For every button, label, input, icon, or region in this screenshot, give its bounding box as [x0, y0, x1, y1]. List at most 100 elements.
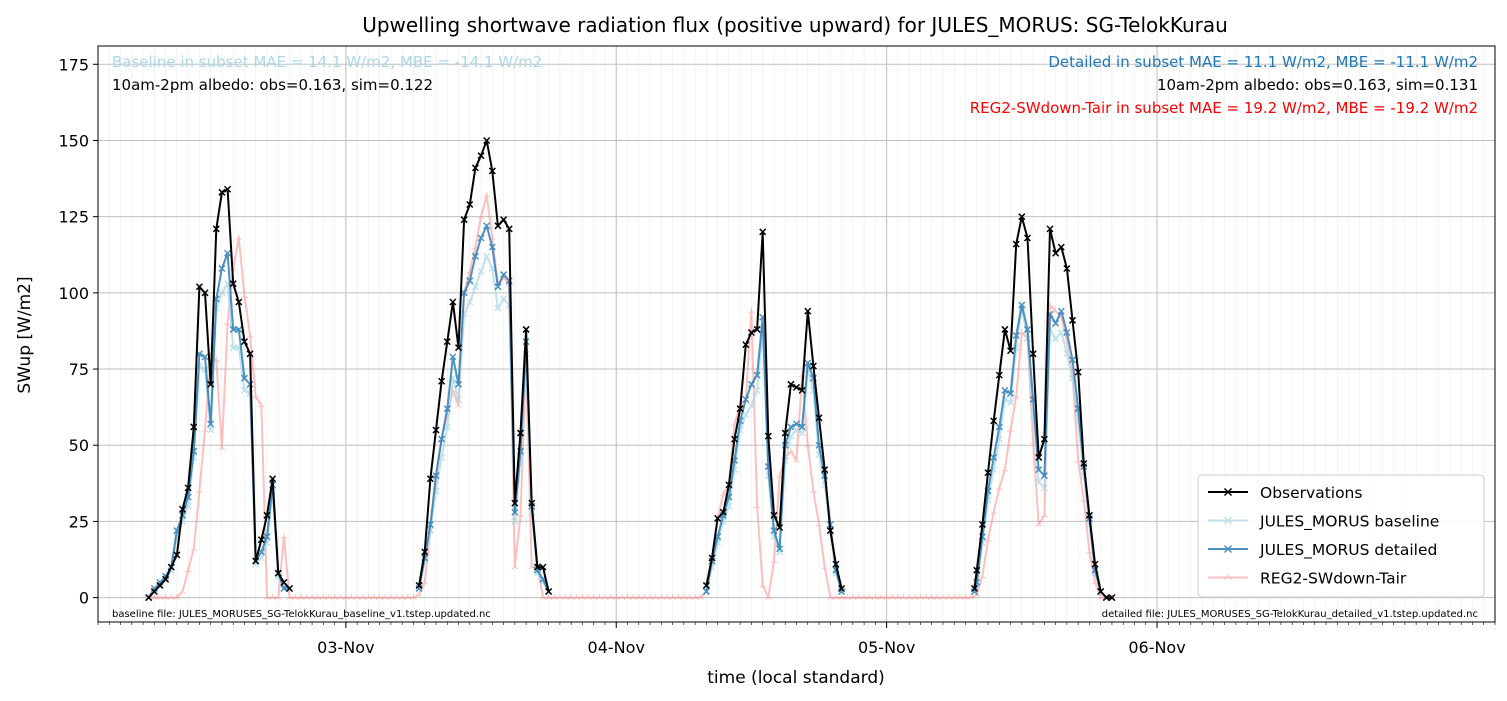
data-point — [415, 591, 423, 597]
x-axis: 03-Nov 04-Nov 05-Nov 06-Nov — [97, 622, 1496, 657]
data-point — [235, 325, 243, 333]
x-tick-label: 06-Nov — [1128, 638, 1185, 657]
data-point — [736, 405, 744, 413]
data-point — [471, 283, 479, 291]
data-point — [748, 307, 755, 314]
legend-label: JULES_MORUS baseline — [1259, 513, 1439, 532]
data-point — [443, 338, 451, 346]
data-point — [522, 325, 530, 333]
legend-label: Observations — [1260, 484, 1362, 502]
data-point — [454, 395, 463, 404]
series-reg2-swdown-tair — [145, 191, 1116, 600]
data-point — [184, 566, 192, 573]
data-point — [1012, 240, 1020, 248]
data-point — [1046, 225, 1054, 233]
data-point — [990, 453, 998, 461]
data-point — [995, 371, 1003, 379]
y-axis: 0 25 50 75 100 125 150 175 — [58, 55, 98, 608]
data-point — [1040, 472, 1048, 480]
data-point — [832, 560, 840, 568]
data-point — [747, 402, 755, 410]
data-point — [426, 520, 434, 529]
footnote-detailed-file: detailed file: JULES_MORUSES_SG-TelokKur… — [1102, 609, 1478, 620]
data-point — [162, 575, 170, 583]
data-point — [1012, 331, 1020, 340]
data-point — [1063, 350, 1071, 358]
data-point — [731, 435, 739, 443]
data-point — [1023, 234, 1031, 242]
data-point — [725, 481, 733, 489]
legend-label: JULES_MORUS detailed — [1259, 541, 1437, 560]
data-point — [432, 472, 440, 480]
data-point — [488, 243, 496, 251]
data-point — [792, 426, 801, 434]
legend: Observations JULES_MORUS baseline JULES_MO… — [1197, 474, 1485, 598]
data-point — [500, 216, 508, 224]
data-point — [466, 200, 474, 209]
data-point — [500, 271, 508, 279]
data-point — [702, 581, 710, 589]
data-point — [421, 578, 429, 585]
data-point — [792, 420, 801, 428]
data-point — [804, 307, 812, 315]
data-point — [477, 152, 485, 160]
data-point — [145, 594, 153, 602]
data-point — [246, 350, 254, 358]
y-axis-label: SWup [W/m2] — [15, 276, 35, 393]
data-point — [246, 332, 254, 338]
data-point — [1007, 347, 1015, 355]
x-tick-label: 03-Nov — [317, 638, 374, 657]
data-point — [787, 447, 795, 454]
data-point — [1063, 264, 1071, 273]
data-point — [454, 344, 463, 352]
data-point — [426, 475, 434, 483]
data-point — [252, 392, 260, 399]
annotation-detailed-albedo: 10am-2pm albedo: obs=0.163, sim=0.131 — [1157, 76, 1478, 94]
data-point — [240, 338, 248, 346]
data-point — [410, 594, 417, 600]
data-point — [973, 566, 981, 574]
data-point — [838, 584, 846, 593]
data-point — [471, 164, 479, 172]
data-point — [240, 374, 248, 382]
data-point — [1001, 325, 1009, 333]
data-point — [173, 551, 181, 559]
data-point — [207, 420, 215, 428]
data-point — [173, 594, 181, 600]
legend-marker — [1223, 544, 1233, 554]
data-point — [714, 514, 722, 522]
legend-swatch-jules-morus-baseline — [1208, 516, 1248, 525]
data-point — [415, 581, 423, 589]
legend-marker — [1223, 487, 1233, 497]
data-point — [1057, 243, 1065, 251]
data-point — [516, 429, 525, 437]
data-point — [517, 511, 524, 518]
series-jules-morus-baseline — [145, 252, 1116, 602]
data-point — [984, 536, 992, 542]
chart-title: Upwelling shortwave radiation flux (posi… — [362, 13, 1228, 37]
data-point — [1012, 392, 1020, 399]
y-tick-label: 100 — [58, 284, 89, 303]
data-point — [742, 341, 750, 349]
data-point — [798, 386, 806, 394]
data-point — [1040, 435, 1048, 443]
data-point — [708, 554, 716, 562]
data-point — [826, 527, 834, 535]
data-point — [449, 353, 457, 361]
data-point — [815, 520, 823, 527]
data-point — [764, 432, 772, 440]
data-point — [460, 289, 468, 297]
data-point — [201, 353, 209, 361]
data-point — [511, 517, 519, 525]
data-point — [471, 252, 479, 260]
y-tick-label: 50 — [69, 436, 89, 455]
data-point — [212, 225, 220, 233]
data-point — [443, 405, 451, 413]
data-point — [742, 411, 750, 419]
data-point — [747, 380, 755, 388]
data-point — [218, 264, 226, 273]
data-point — [719, 508, 727, 516]
data-point — [477, 213, 485, 219]
legend-label: REG2-SWdown-Tair — [1260, 570, 1407, 588]
data-point — [438, 435, 446, 443]
